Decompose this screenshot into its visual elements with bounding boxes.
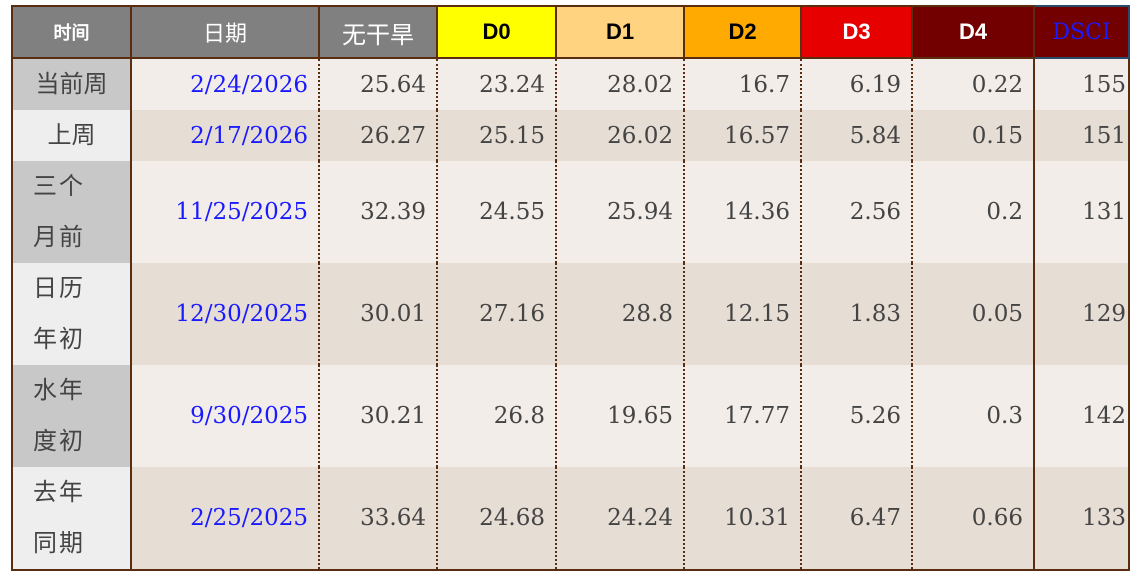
cell-d2: 12.15: [683, 263, 801, 365]
drought-table: 时间 日期 无干旱 D0 D1 D2 D3 D4 DSCI 当前周 2/24/20…: [11, 5, 1130, 571]
header-d3: D3: [800, 5, 913, 59]
cell-d0: 24.55: [436, 161, 556, 263]
cell-d1: 28.02: [555, 58, 684, 110]
table-row: 去年同期 2/25/2025 33.64 24.68 24.24 10.31 6.47 0.6…: [11, 467, 1130, 571]
cell-period: 上周: [11, 110, 132, 161]
header-d0: D0: [436, 5, 557, 59]
cell-period: 日历年初: [11, 263, 132, 365]
header-d2: D2: [683, 5, 802, 59]
cell-none: 30.21: [318, 365, 437, 467]
cell-d3: 6.19: [800, 58, 912, 110]
cell-period: 三个月前: [11, 161, 132, 263]
cell-d1: 28.8: [555, 263, 684, 365]
cell-d3: 5.84: [800, 110, 912, 161]
cell-d1: 19.65: [555, 365, 684, 467]
cell-d2: 17.77: [683, 365, 801, 467]
cell-dsci: 129: [1033, 263, 1130, 365]
header-date: 日期: [130, 5, 320, 59]
cell-date: 11/25/2025: [131, 161, 319, 263]
cell-d0: 23.24: [436, 58, 556, 110]
cell-d0: 25.15: [436, 110, 556, 161]
cell-d4: 0.22: [911, 58, 1034, 110]
cell-dsci: 142: [1033, 365, 1130, 467]
table-row: 上周 2/17/2026 26.27 25.15 26.02 16.57 5.84 0.15 1…: [11, 110, 1130, 161]
cell-d4: 0.3: [911, 365, 1034, 467]
cell-d0: 27.16: [436, 263, 556, 365]
cell-none: 32.39: [318, 161, 437, 263]
cell-period: 水年度初: [11, 365, 132, 467]
cell-date: 2/17/2026: [131, 110, 319, 161]
table-row: 三个月前 11/25/2025 32.39 24.55 25.94 14.36 2.56 0.…: [11, 161, 1130, 263]
cell-dsci: 131: [1033, 161, 1130, 263]
header-d1: D1: [555, 5, 685, 59]
header-row: 时间 日期 无干旱 D0 D1 D2 D3 D4 DSCI: [11, 5, 1130, 59]
cell-d0: 24.68: [436, 467, 556, 571]
cell-d4: 0.2: [911, 161, 1034, 263]
header-none: 无干旱: [318, 5, 438, 59]
cell-period: 去年同期: [11, 467, 132, 571]
table-row: 当前周 2/24/2026 25.64 23.24 28.02 16.7 6.19 0.22 1…: [11, 58, 1130, 110]
cell-d1: 26.02: [555, 110, 684, 161]
cell-none: 33.64: [318, 467, 437, 571]
cell-dsci: 155: [1033, 58, 1130, 110]
cell-dsci: 133: [1033, 467, 1130, 571]
cell-date: 2/25/2025: [131, 467, 319, 571]
cell-date: 12/30/2025: [131, 263, 319, 365]
cell-date: 9/30/2025: [131, 365, 319, 467]
cell-d3: 2.56: [800, 161, 912, 263]
cell-d3: 5.26: [800, 365, 912, 467]
header-dsci: DSCI: [1033, 5, 1130, 59]
cell-d2: 14.36: [683, 161, 801, 263]
cell-d1: 25.94: [555, 161, 684, 263]
cell-date: 2/24/2026: [131, 58, 319, 110]
cell-d4: 0.66: [911, 467, 1034, 571]
header-time: 时间: [11, 5, 132, 59]
cell-d4: 0.15: [911, 110, 1034, 161]
cell-d2: 16.7: [683, 58, 801, 110]
table-row: 日历年初 12/30/2025 30.01 27.16 28.8 12.15 1.83 0.0…: [11, 263, 1130, 365]
header-d4: D4: [911, 5, 1035, 59]
cell-d3: 6.47: [800, 467, 912, 571]
cell-d2: 10.31: [683, 467, 801, 571]
cell-d4: 0.05: [911, 263, 1034, 365]
cell-none: 30.01: [318, 263, 437, 365]
cell-d2: 16.57: [683, 110, 801, 161]
table-row: 水年度初 9/30/2025 30.21 26.8 19.65 17.77 5.26 0.3 1…: [11, 365, 1130, 467]
cell-dsci: 151: [1033, 110, 1130, 161]
cell-d0: 26.8: [436, 365, 556, 467]
cell-d3: 1.83: [800, 263, 912, 365]
cell-period: 当前周: [11, 58, 132, 110]
cell-none: 25.64: [318, 58, 437, 110]
cell-d1: 24.24: [555, 467, 684, 571]
cell-none: 26.27: [318, 110, 437, 161]
